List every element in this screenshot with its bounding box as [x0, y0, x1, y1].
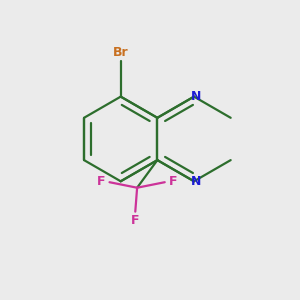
- Text: F: F: [97, 175, 106, 188]
- Text: Br: Br: [113, 46, 128, 59]
- Text: N: N: [191, 90, 201, 103]
- Text: F: F: [169, 175, 177, 188]
- Text: N: N: [191, 175, 201, 188]
- Text: F: F: [131, 214, 140, 227]
